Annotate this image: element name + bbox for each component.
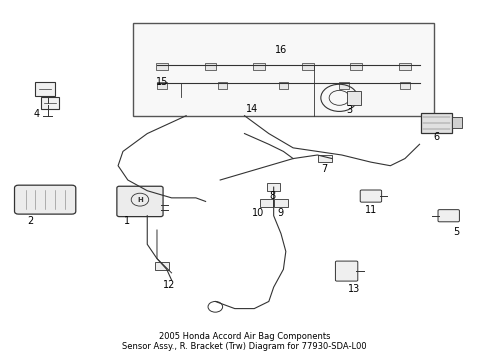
Bar xyxy=(155,262,168,270)
Bar xyxy=(132,23,433,116)
Text: 6: 6 xyxy=(432,132,439,142)
Bar xyxy=(399,82,409,89)
FancyBboxPatch shape xyxy=(117,186,163,217)
Text: 4: 4 xyxy=(33,109,40,119)
Bar xyxy=(156,63,167,70)
Text: 11: 11 xyxy=(364,205,376,215)
Bar xyxy=(339,82,348,89)
Text: 16: 16 xyxy=(274,45,286,55)
Text: 10: 10 xyxy=(251,208,263,218)
Text: 3: 3 xyxy=(346,105,351,115)
Bar xyxy=(35,82,55,96)
Text: 13: 13 xyxy=(347,284,359,294)
Text: 7: 7 xyxy=(321,164,327,174)
Bar xyxy=(420,113,451,133)
Text: 1: 1 xyxy=(123,216,130,226)
Bar xyxy=(350,63,362,70)
Text: 15: 15 xyxy=(155,77,168,87)
FancyBboxPatch shape xyxy=(335,261,357,281)
Text: 8: 8 xyxy=(268,191,275,201)
Bar xyxy=(274,199,287,207)
Bar xyxy=(204,63,216,70)
Text: 14: 14 xyxy=(245,104,257,113)
Bar xyxy=(398,63,410,70)
Bar xyxy=(217,82,227,89)
Bar xyxy=(278,82,287,89)
Text: 5: 5 xyxy=(452,227,458,237)
Text: H: H xyxy=(137,197,142,203)
Bar xyxy=(266,183,280,191)
Bar xyxy=(301,63,313,70)
Text: 9: 9 xyxy=(277,208,283,218)
Bar xyxy=(259,199,273,207)
Text: 12: 12 xyxy=(163,280,175,291)
Bar xyxy=(346,91,361,105)
Bar xyxy=(253,63,264,70)
FancyBboxPatch shape xyxy=(360,190,381,202)
FancyBboxPatch shape xyxy=(437,210,458,222)
FancyBboxPatch shape xyxy=(15,185,76,214)
Bar xyxy=(157,82,166,89)
Text: 2: 2 xyxy=(27,216,34,226)
Bar xyxy=(451,117,461,128)
Text: 2005 Honda Accord Air Bag Components
Sensor Assy., R. Bracket (Trw) Diagram for : 2005 Honda Accord Air Bag Components Sen… xyxy=(122,332,366,351)
Bar xyxy=(41,98,59,109)
Bar xyxy=(317,155,331,162)
